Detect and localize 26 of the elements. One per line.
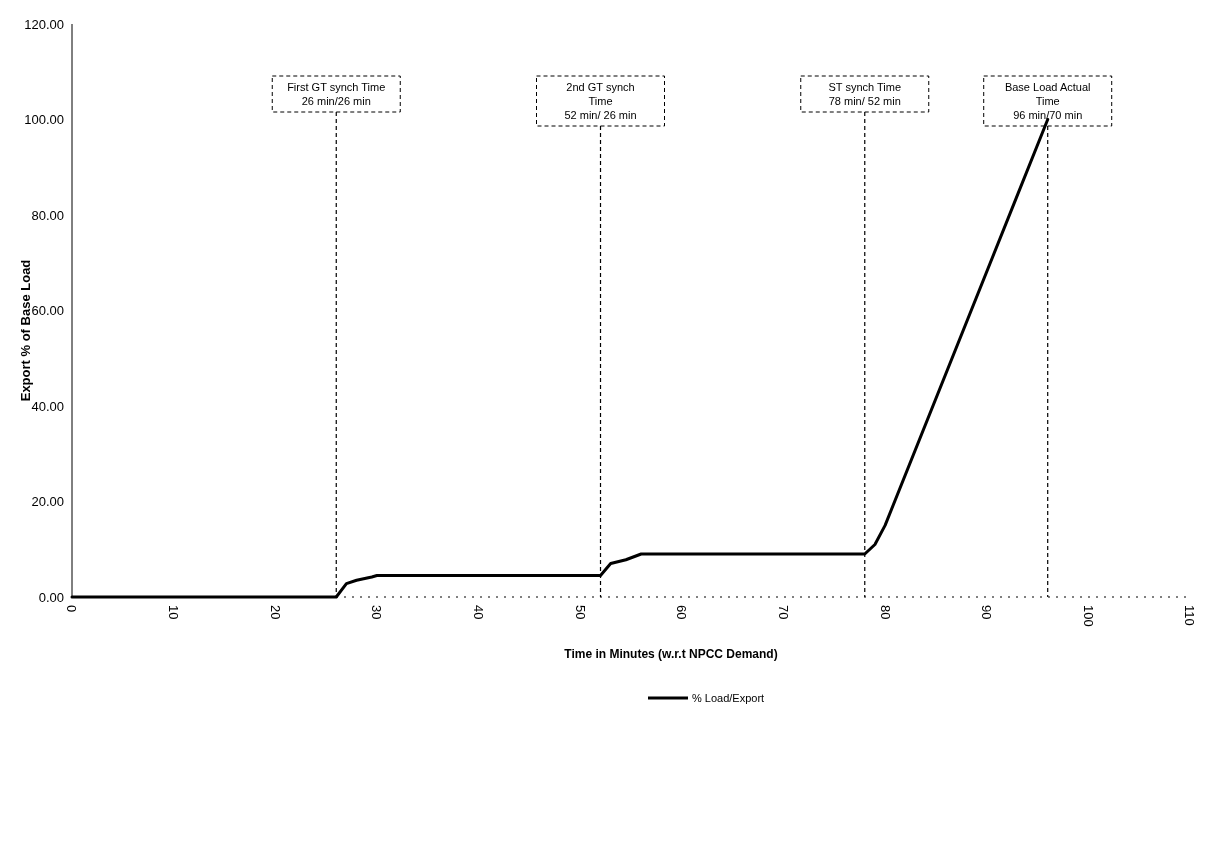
- ref-line-label: ST synch Time 78 min/ 52 min: [828, 80, 902, 107]
- x-tick-label: 0: [64, 605, 80, 613]
- y-tick-label: 20.00: [31, 494, 64, 510]
- x-tick-label: 50: [572, 605, 588, 620]
- x-tick-label: 20: [267, 605, 283, 620]
- y-axis-title: Export % of Base Load: [18, 259, 33, 402]
- y-tick-label: 40.00: [31, 398, 64, 414]
- x-tick-label: 100: [1080, 605, 1096, 627]
- x-tick-label: 40: [471, 605, 486, 620]
- ref-line-label: 2nd GT synch Time 52 min/ 26 min: [564, 80, 637, 121]
- y-tick-label: 60.00: [31, 303, 64, 319]
- x-tick-label: 10: [166, 605, 182, 620]
- y-tick-label: 120.00: [24, 16, 64, 32]
- ref-line-label: Base Load Actual Time 96 min/70 min: [1004, 80, 1091, 121]
- ref-line-label: First GT synch Time 26 min/26 min: [287, 80, 386, 107]
- x-tick-label: 90: [979, 605, 995, 620]
- y-tick-label: 80.00: [31, 207, 64, 223]
- y-tick-label: 100.00: [24, 112, 64, 128]
- legend-label: % Load/Export: [692, 691, 765, 704]
- x-tick-label: 30: [369, 605, 385, 620]
- x-tick-label: 110: [1182, 605, 1198, 626]
- x-axis-title: Time in Minutes (w.r.t NPCC Demand): [564, 647, 778, 661]
- x-tick-label: 70: [775, 605, 791, 620]
- y-tick-label: 0.00: [38, 589, 64, 605]
- x-tick-label: 80: [877, 605, 893, 620]
- x-tick-label: 60: [674, 605, 690, 620]
